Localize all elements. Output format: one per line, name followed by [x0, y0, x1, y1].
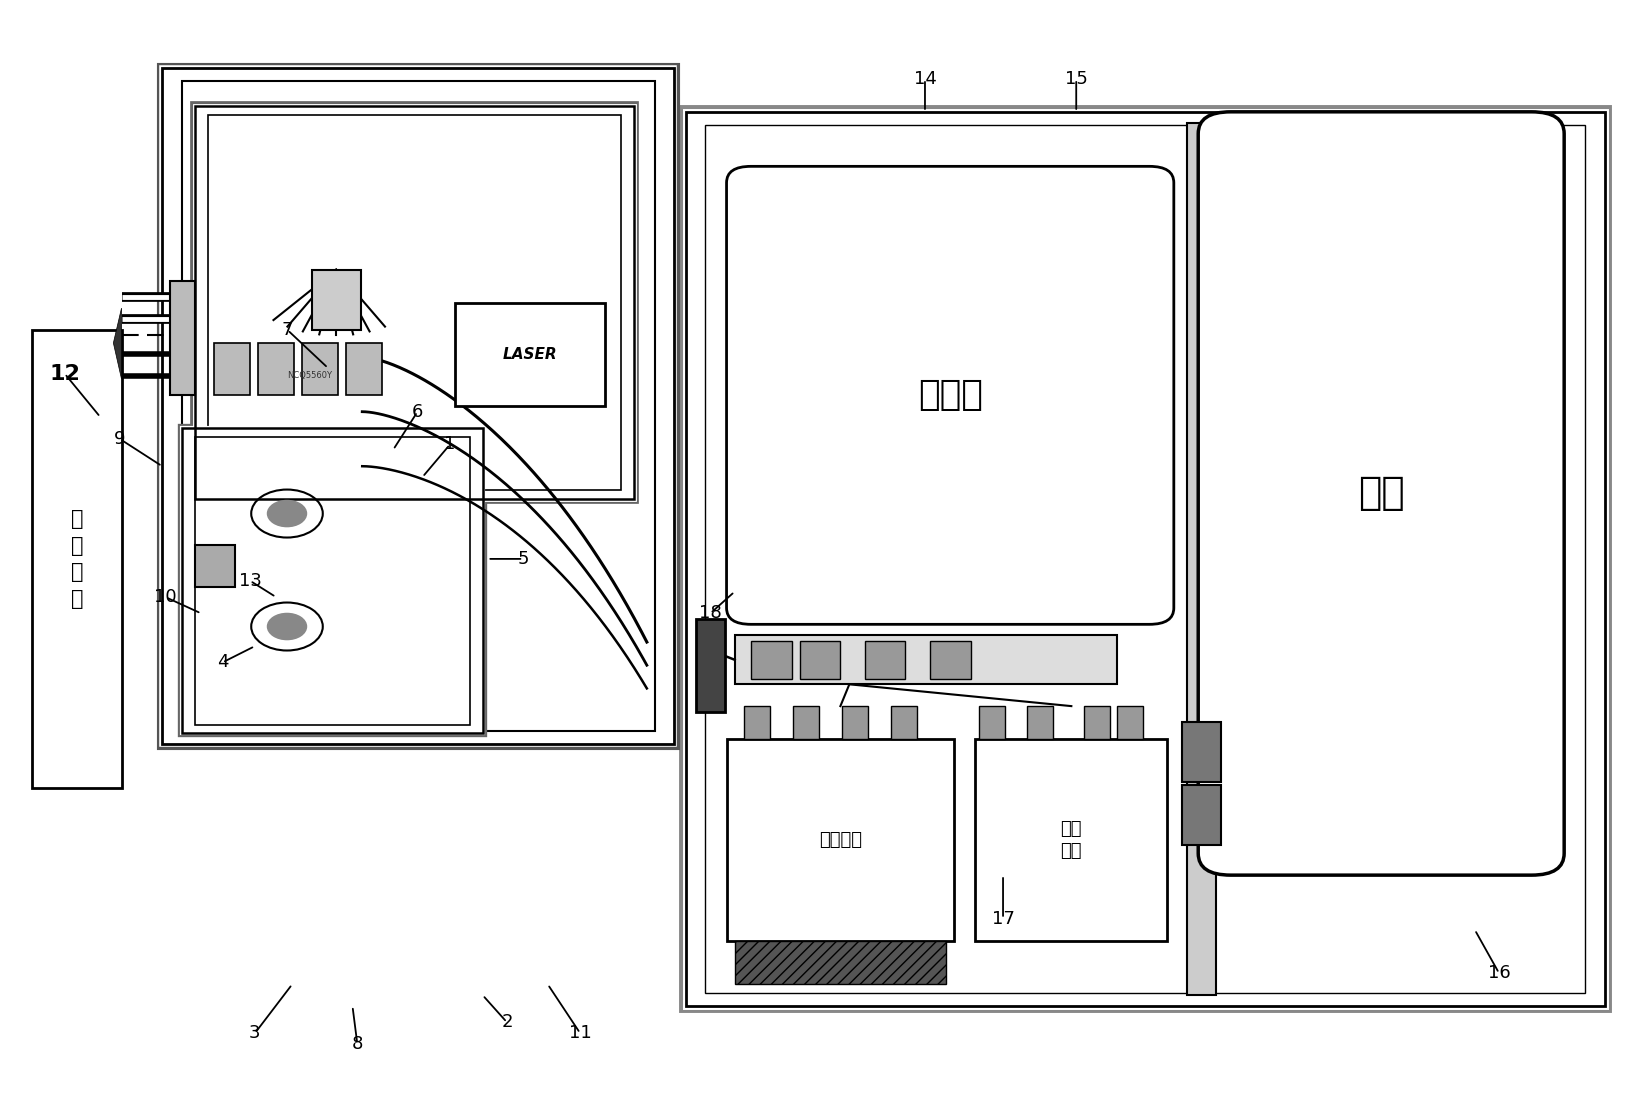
Bar [258, 343, 294, 396]
Bar [734, 940, 947, 984]
Bar [930, 641, 971, 678]
Bar [207, 115, 620, 490]
Bar [800, 641, 840, 678]
Text: 光谱仪: 光谱仪 [917, 378, 982, 412]
Bar [214, 343, 250, 396]
Text: 16: 16 [1488, 964, 1511, 982]
Text: 12: 12 [49, 364, 80, 384]
Text: 2: 2 [501, 1014, 512, 1031]
Bar [181, 429, 483, 733]
Bar [1182, 722, 1221, 783]
Bar [162, 68, 674, 744]
Bar [312, 270, 361, 330]
Bar [33, 330, 121, 788]
Text: NCQ5560Y: NCQ5560Y [287, 372, 333, 380]
Text: 电源
模块: 电源 模块 [1061, 820, 1082, 859]
Text: 9: 9 [114, 430, 126, 448]
Text: 5: 5 [517, 550, 529, 568]
Bar [979, 706, 1005, 739]
Text: 触发电路: 触发电路 [819, 831, 862, 848]
Bar [194, 546, 235, 586]
Text: 10: 10 [153, 589, 176, 606]
Bar [1186, 123, 1216, 995]
Bar [685, 112, 1604, 1006]
FancyBboxPatch shape [726, 167, 1173, 625]
Circle shape [268, 501, 307, 526]
Bar [181, 429, 483, 733]
Bar [346, 343, 382, 396]
Bar [162, 68, 674, 744]
Bar [734, 636, 1116, 684]
Text: 3: 3 [250, 1025, 261, 1042]
Bar [891, 706, 917, 739]
Bar [181, 81, 654, 731]
Bar [1084, 706, 1110, 739]
Bar [793, 706, 819, 739]
Bar [170, 281, 194, 396]
Text: 电脑: 电脑 [1358, 475, 1405, 513]
Text: 4: 4 [217, 653, 228, 672]
Text: 待
测
样
品: 待 测 样 品 [70, 510, 83, 608]
Bar [1182, 785, 1221, 845]
Text: 1: 1 [444, 435, 455, 454]
Bar [705, 125, 1585, 993]
Bar [302, 343, 338, 396]
Bar [842, 706, 868, 739]
Bar [181, 429, 483, 733]
Text: LASER: LASER [503, 347, 557, 362]
Text: 17: 17 [992, 910, 1015, 927]
Bar [744, 706, 770, 739]
Bar [695, 619, 725, 711]
Bar [194, 106, 633, 499]
Text: 8: 8 [351, 1035, 362, 1053]
FancyBboxPatch shape [1198, 112, 1563, 875]
Bar [162, 68, 674, 744]
Circle shape [268, 614, 307, 640]
Bar [685, 112, 1604, 1006]
Bar [685, 112, 1604, 1006]
Text: 13: 13 [238, 572, 261, 590]
Bar [976, 739, 1167, 940]
Bar [1028, 706, 1054, 739]
Text: 15: 15 [1064, 70, 1087, 88]
Text: 6: 6 [411, 402, 423, 421]
Bar [726, 739, 955, 940]
Bar [194, 106, 633, 499]
Bar [1116, 706, 1142, 739]
Bar [455, 302, 604, 407]
Bar [194, 106, 633, 499]
Text: 7: 7 [282, 321, 294, 339]
Text: 14: 14 [914, 70, 937, 88]
Bar [194, 437, 470, 724]
Bar [751, 641, 792, 678]
Text: 11: 11 [570, 1025, 591, 1042]
Polygon shape [113, 308, 121, 379]
Bar [865, 641, 906, 678]
Text: 18: 18 [698, 604, 721, 623]
